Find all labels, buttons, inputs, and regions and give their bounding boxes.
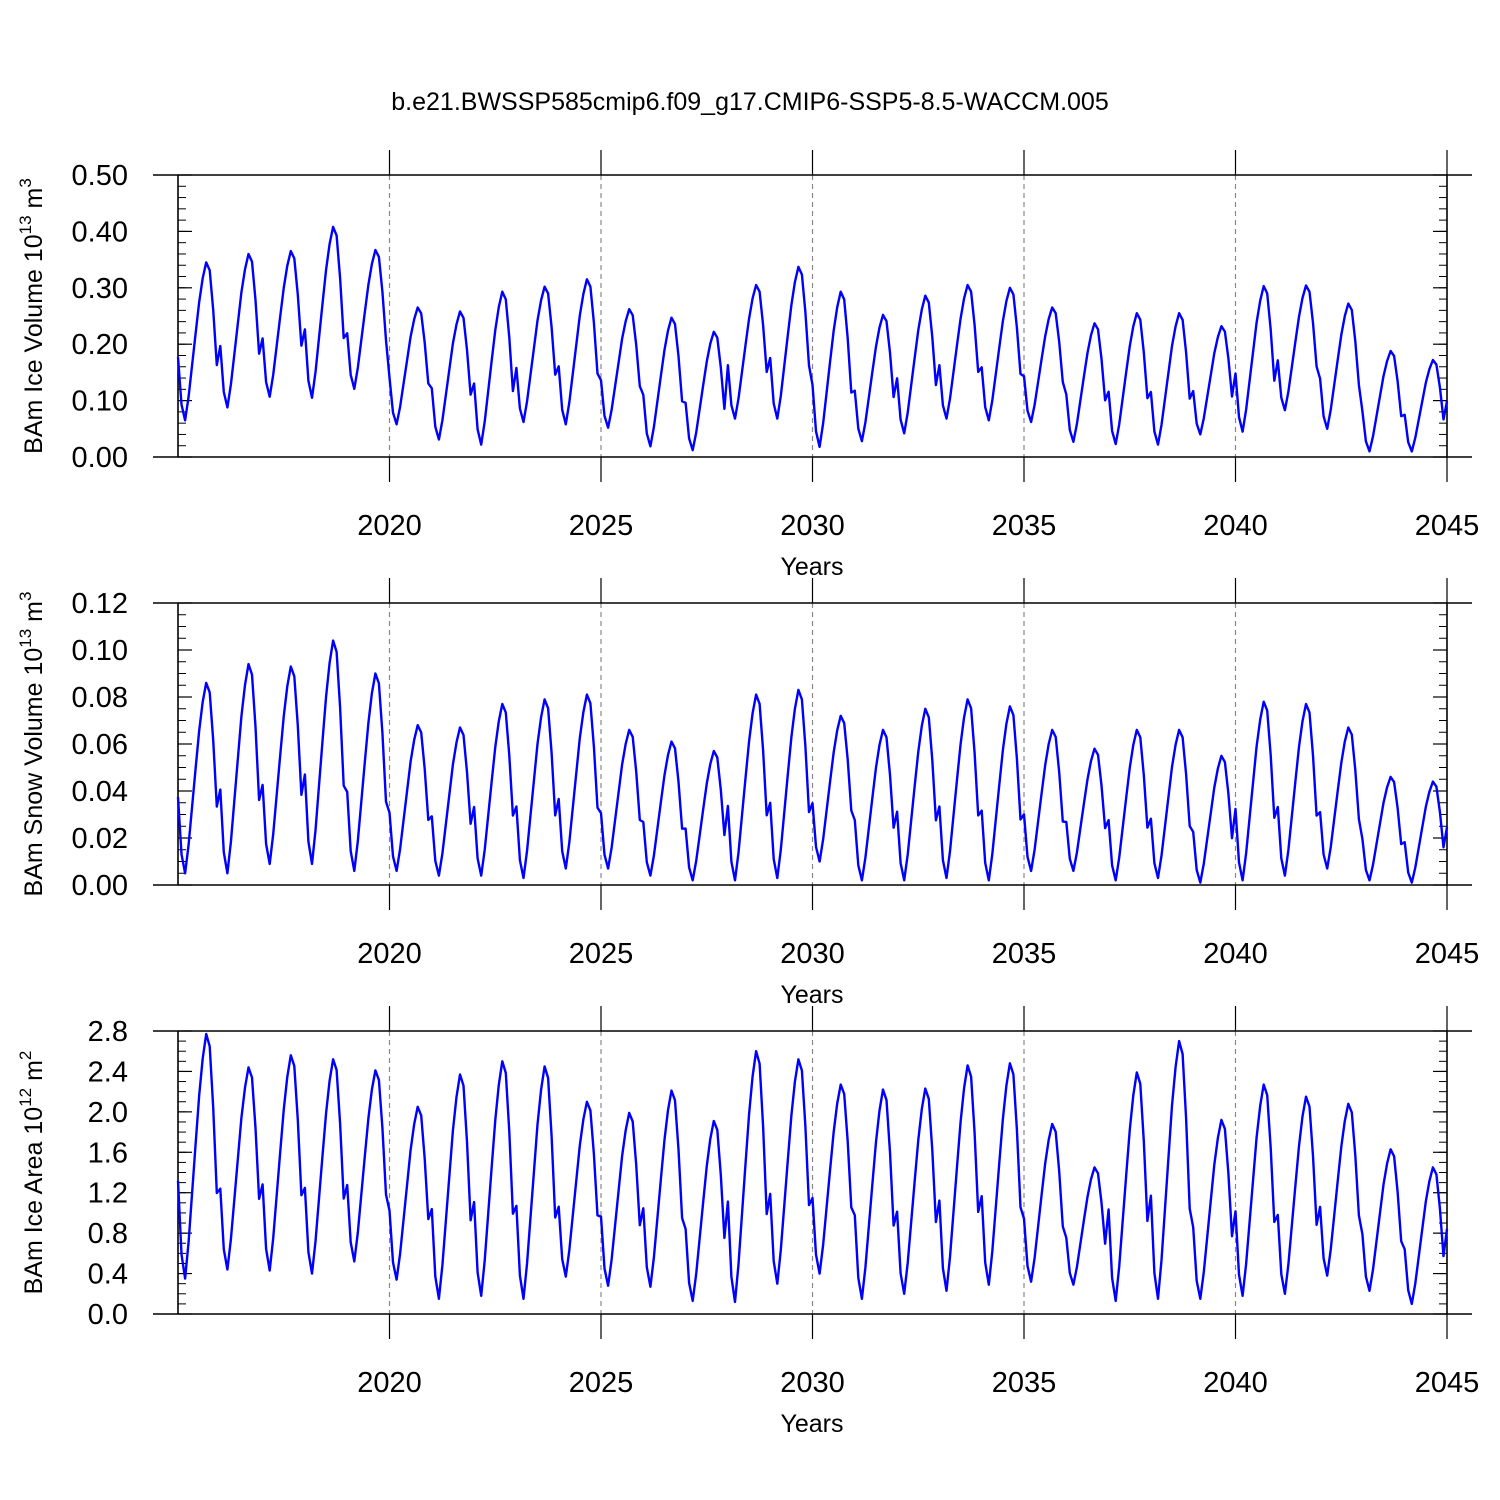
chart-1-y-tick-label-2: 0.04 — [72, 776, 128, 808]
chart-2-series-line-0 — [176, 1032, 1449, 1306]
chart-1-x-axis-label: Years — [780, 981, 843, 1009]
chart-2-y-axis-label: BAm Ice Area 1012 m2 — [16, 1051, 48, 1295]
chart-2-y-tick-label-5: 2.0 — [88, 1097, 128, 1129]
chart-2-y-axis-label-part-1: 12 — [16, 1088, 35, 1107]
chart-0-y-tick-label-4: 0.40 — [72, 216, 128, 248]
chart-0-x-axis-label: Years — [780, 553, 843, 581]
chart-1-y-tick-label-3: 0.06 — [72, 729, 128, 761]
chart-2-y-tick-label-6: 2.4 — [88, 1056, 128, 1088]
chart-2-y-tick-label-2: 0.8 — [88, 1218, 128, 1250]
chart-0-x-tick-label-5: 2045 — [1415, 510, 1480, 542]
chart-1-y-tick-label-0: 0.00 — [72, 870, 128, 902]
ice-volume-panel: 0.00 0.10 0.20 0.30 0.40 0.50 2020 2025 2030 2035… — [16, 150, 1479, 581]
chart-2-x-tick-label-4: 2040 — [1203, 1367, 1268, 1399]
chart-1-y-axis-label-part-0: BAm Snow Volume 10 — [20, 648, 48, 897]
chart-2-x-tick-label-2: 2030 — [780, 1367, 845, 1399]
chart-0-y-axis-label-part-3: 3 — [16, 178, 35, 187]
chart-0-y-tick-label-0: 0.00 — [72, 442, 128, 474]
chart-1-y-axis-label-part-1: 13 — [16, 629, 35, 648]
chart-0-y-axis-label-part-1: 13 — [16, 215, 35, 234]
chart-2-y-tick-label-1: 0.4 — [88, 1259, 128, 1291]
chart-2-y-axis-label-part-2: m — [20, 1060, 48, 1088]
chart-2-y-tick-label-7: 2.8 — [88, 1016, 128, 1048]
chart-1-series-line-0 — [176, 639, 1449, 884]
chart-1-x-tick-label-4: 2040 — [1203, 938, 1268, 970]
chart-0-y-axis-label-part-2: m — [20, 188, 48, 216]
chart-1-x-tick-label-1: 2025 — [569, 938, 634, 970]
chart-1-y-tick-label-5: 0.10 — [72, 635, 128, 667]
chart-2-y-axis-label-part-0: BAm Ice Area 10 — [20, 1107, 48, 1295]
chart-0-y-tick-label-3: 0.30 — [72, 273, 128, 305]
chart-2-x-tick-label-3: 2035 — [992, 1367, 1057, 1399]
ice-area-panel: 0.0 0.4 0.8 1.2 1.6 2.0 2.4 2.8 2020 2025 2030 2035… — [16, 1006, 1479, 1438]
chart-1-x-tick-label-0: 2020 — [357, 938, 422, 970]
snow-volume-panel: 0.00 0.02 0.04 0.06 0.08 0.10 0.12 2020 2025 2030… — [16, 578, 1479, 1009]
chart-1-x-tick-label-5: 2045 — [1415, 938, 1480, 970]
chart-1-y-tick-label-6: 0.12 — [72, 588, 128, 620]
chart-1-x-tick-label-3: 2035 — [992, 938, 1057, 970]
chart-2-y-tick-label-4: 1.6 — [88, 1137, 128, 1169]
chart-1-y-axis-label-part-3: 3 — [16, 592, 35, 601]
chart-2-y-tick-label-3: 1.2 — [88, 1178, 128, 1210]
chart-0-x-tick-label-2: 2030 — [780, 510, 845, 542]
chart-0-y-tick-label-5: 0.50 — [72, 160, 128, 192]
chart-2-x-tick-label-0: 2020 — [357, 1367, 422, 1399]
chart-1-y-axis-label: BAm Snow Volume 1013 m3 — [16, 592, 48, 897]
chart-0-y-axis-label: BAm Ice Volume 1013 m3 — [16, 178, 48, 454]
figure-title: b.e21.BWSSP585cmip6.f09_g17.CMIP6-SSP5-8… — [391, 88, 1108, 116]
chart-2-x-axis-label: Years — [780, 1410, 843, 1438]
chart-2-x-tick-label-1: 2025 — [569, 1367, 634, 1399]
chart-0-x-tick-label-4: 2040 — [1203, 510, 1268, 542]
chart-2-x-tick-label-5: 2045 — [1415, 1367, 1480, 1399]
chart-2-y-tick-label-0: 0.0 — [88, 1299, 128, 1331]
chart-0-x-tick-label-0: 2020 — [357, 510, 422, 542]
chart-1-y-tick-label-1: 0.02 — [72, 823, 128, 855]
chart-1-y-axis-label-part-2: m — [20, 601, 48, 629]
chart-0-x-tick-label-3: 2035 — [992, 510, 1057, 542]
chart-0-y-tick-label-2: 0.20 — [72, 329, 128, 361]
chart-0-x-tick-label-1: 2025 — [569, 510, 634, 542]
chart-0-y-tick-label-1: 0.10 — [72, 386, 128, 418]
chart-1-y-tick-label-4: 0.08 — [72, 682, 128, 714]
chart-0-series-line-0 — [176, 225, 1449, 453]
chart-1-x-tick-label-2: 2030 — [780, 938, 845, 970]
chart-2-y-axis-label-part-3: 2 — [16, 1051, 35, 1060]
chart-0-y-axis-label-part-0: BAm Ice Volume 10 — [20, 234, 48, 454]
